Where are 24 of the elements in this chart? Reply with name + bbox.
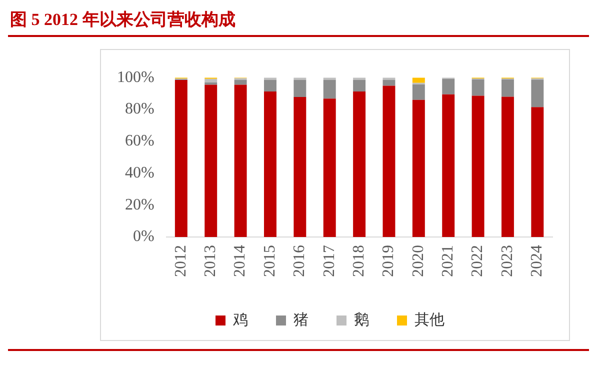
x-tick-label: 2020 (410, 245, 427, 277)
y-tick-label: 40% (125, 164, 154, 182)
legend-label: 猪 (294, 312, 308, 329)
y-tick-label: 20% (125, 196, 154, 214)
x-tick-label: 2014 (232, 245, 249, 277)
x-tick-label: 2015 (261, 245, 278, 277)
y-tick-label: 80% (125, 100, 154, 118)
chart-title: 图 5 2012 年以来公司营收构成 (9, 9, 236, 31)
legend-label: 鹅 (354, 312, 369, 329)
x-tick-label: 2024 (528, 245, 546, 277)
x-tick-label: 2012 (172, 245, 190, 277)
x-tick-label: 2018 (350, 245, 368, 277)
y-tick-label: 0% (133, 228, 154, 246)
x-tick-label: 2013 (202, 245, 220, 277)
y-tick-label: 100% (117, 68, 154, 86)
x-tick-label: 2016 (291, 245, 308, 277)
y-tick-label: 60% (125, 132, 154, 150)
x-tick-label: 2017 (320, 245, 338, 277)
x-tick-label: 2019 (380, 245, 398, 277)
x-tick-label: 2021 (440, 245, 457, 277)
x-tick-label: 2023 (498, 245, 516, 277)
legend-label: 鸡 (232, 312, 248, 329)
x-tick-label: 2022 (469, 245, 486, 277)
legend-label: 其他 (414, 312, 444, 329)
